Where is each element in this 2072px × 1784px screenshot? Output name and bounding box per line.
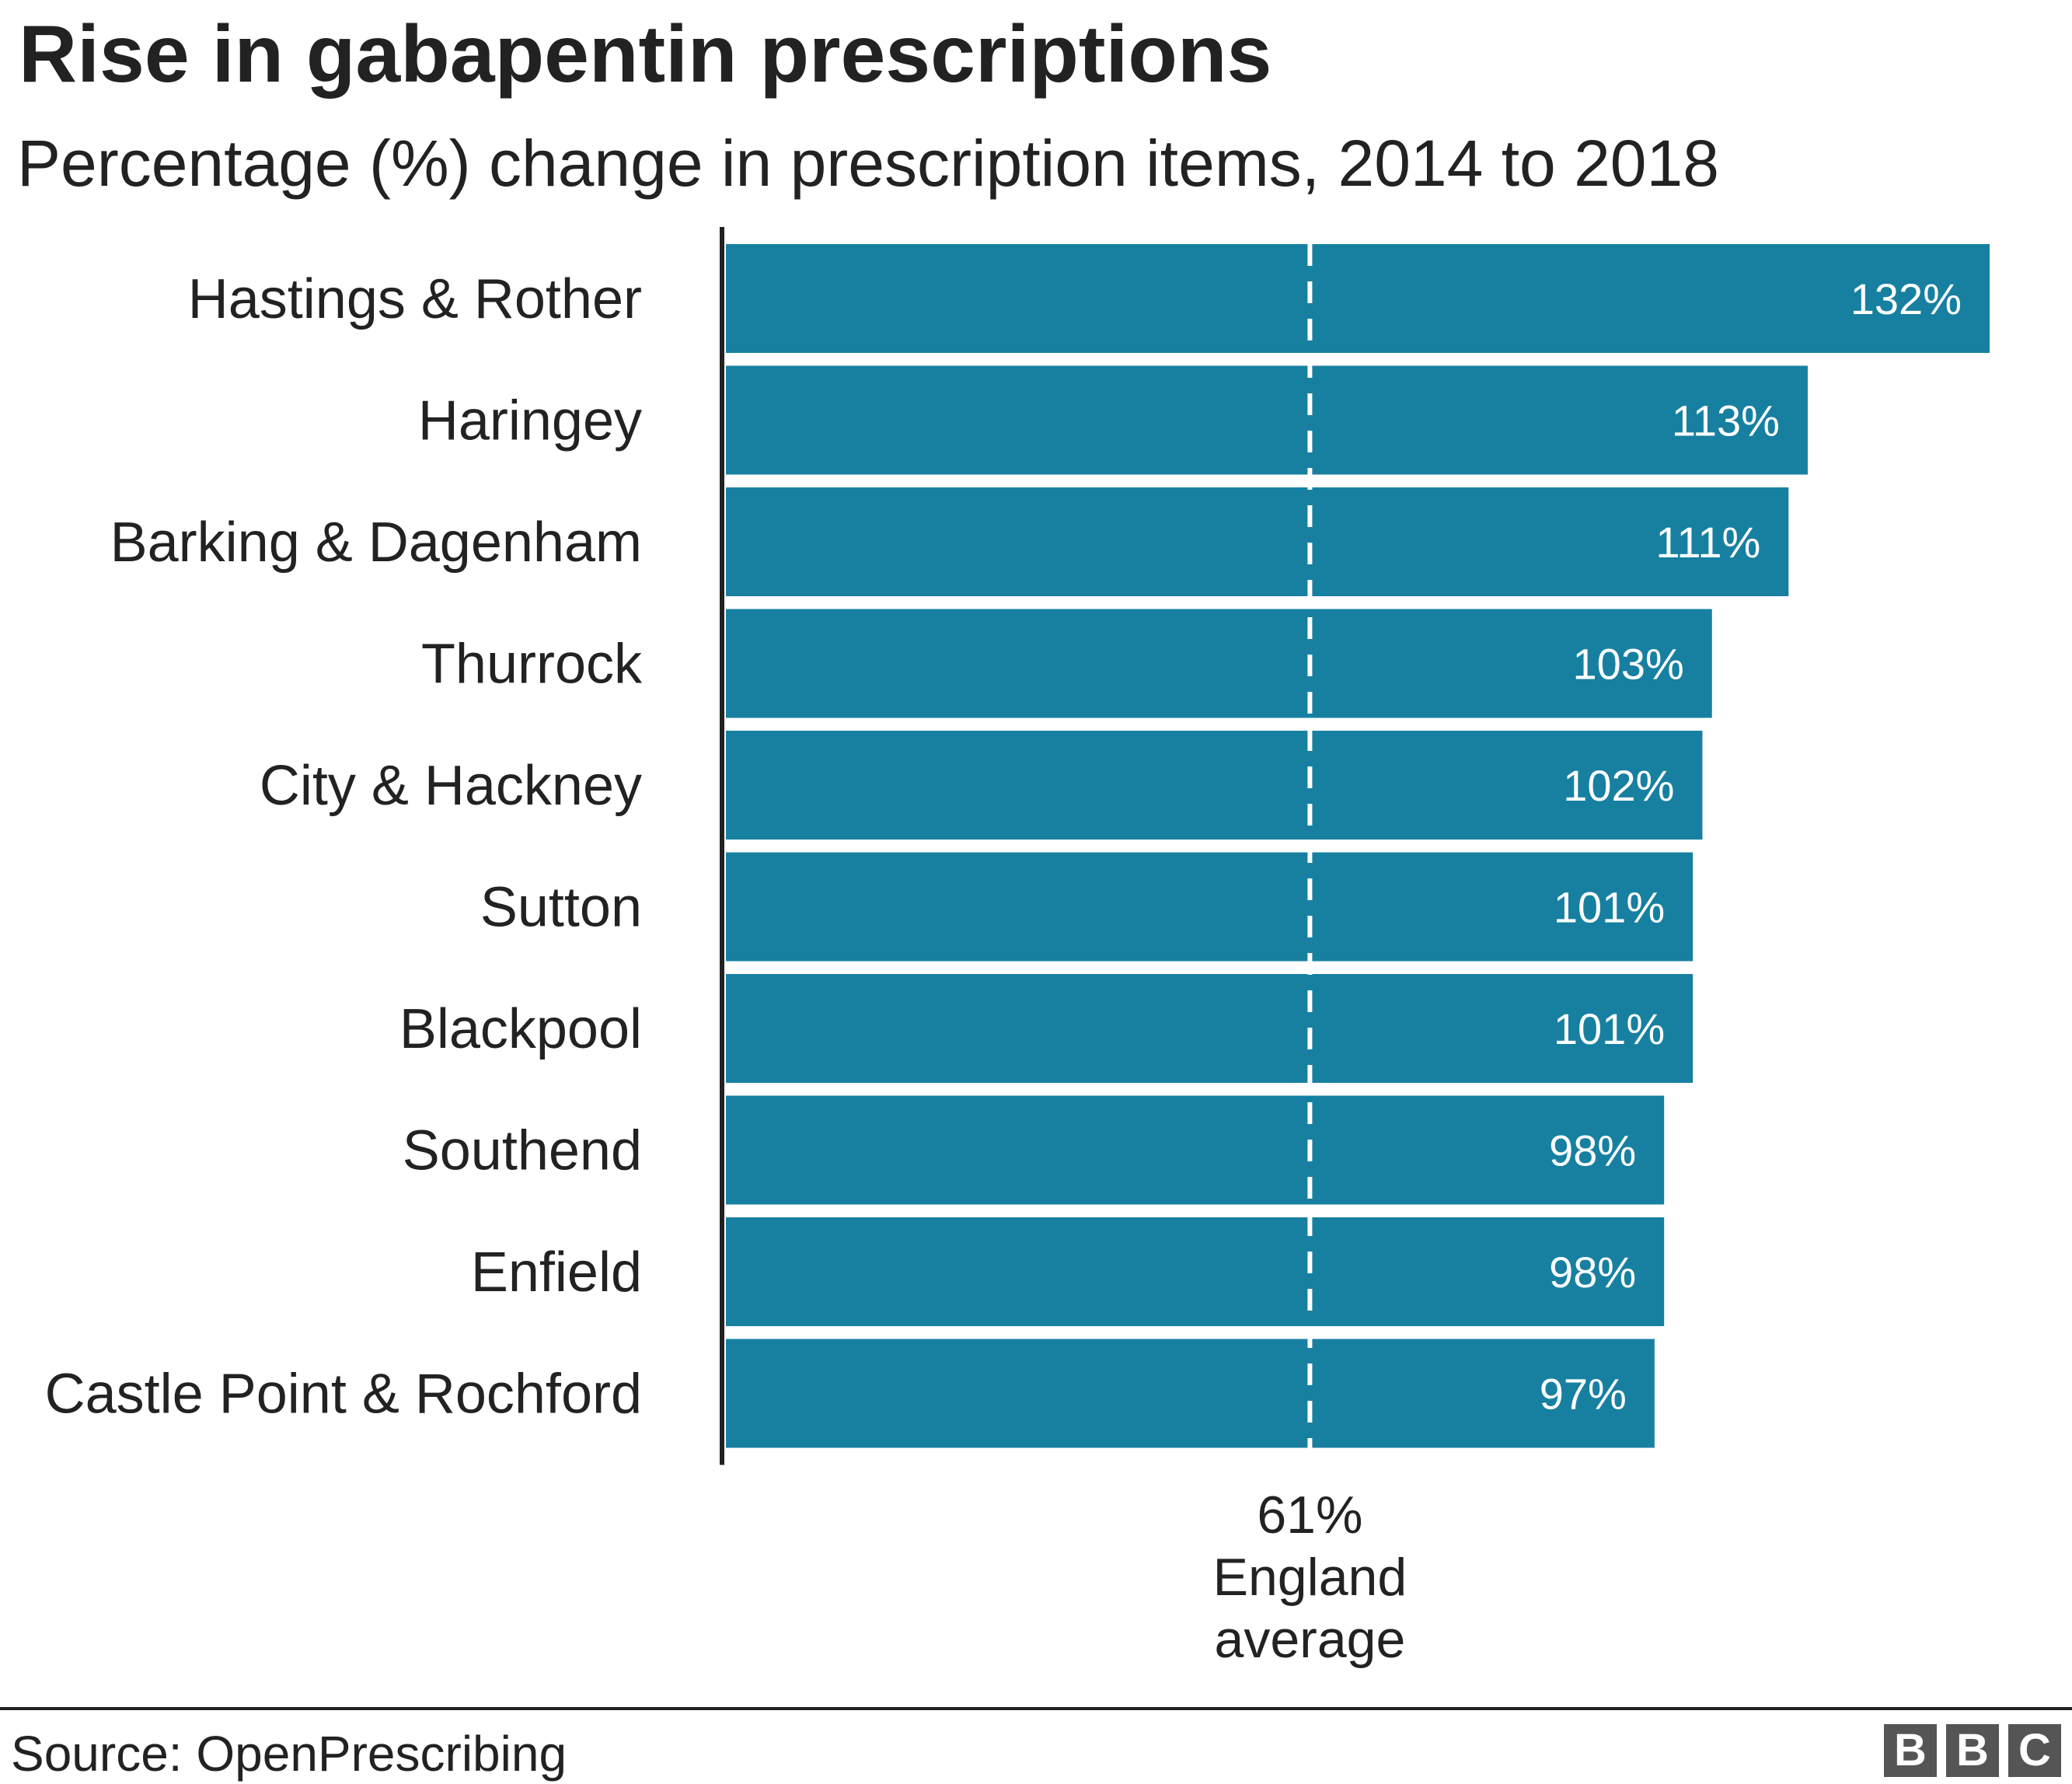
reference-label: 61% England average bbox=[1213, 1486, 1407, 1669]
data-label: 102% bbox=[1563, 761, 1674, 810]
chart-subtitle: Percentage (%) change in prescription it… bbox=[17, 127, 1719, 200]
data-label: 97% bbox=[1540, 1370, 1627, 1419]
bar bbox=[726, 731, 1703, 840]
bar bbox=[726, 609, 1712, 718]
footer-divider bbox=[0, 1707, 2072, 1710]
bar bbox=[726, 1095, 1665, 1205]
data-label: 101% bbox=[1554, 883, 1665, 932]
chart-title: Rise in gabapentin prescriptions bbox=[19, 9, 1272, 99]
bar-chart: Hastings & Rother Haringey Barking & Dagen… bbox=[45, 227, 1990, 1669]
bar bbox=[726, 852, 1694, 962]
reference-label-line: England bbox=[1213, 1548, 1407, 1607]
data-label: 98% bbox=[1549, 1248, 1636, 1297]
bar bbox=[726, 365, 1808, 475]
bbc-logo: B B C bbox=[1884, 1724, 2061, 1777]
data-label: 132% bbox=[1850, 274, 1962, 323]
reference-label-line: 61% bbox=[1257, 1486, 1362, 1545]
data-label: 113% bbox=[1672, 396, 1780, 445]
category-labels: Hastings & Rother Haringey Barking & Dagen… bbox=[45, 268, 643, 1426]
data-label: 103% bbox=[1573, 640, 1684, 689]
logo-letter: B bbox=[1946, 1724, 1999, 1777]
category-label: Blackpool bbox=[399, 998, 642, 1060]
logo-letter: B bbox=[1884, 1724, 1937, 1777]
logo-letter: C bbox=[2008, 1724, 2061, 1777]
category-label: Castle Point & Rochford bbox=[45, 1363, 642, 1426]
category-label: Sutton bbox=[480, 877, 642, 939]
bar bbox=[726, 974, 1694, 1083]
value-labels: 132% 113% 111% 103% 102% 101% 101% 98% 98% 97% bbox=[1540, 274, 1962, 1419]
category-label: City & Hackney bbox=[260, 755, 642, 817]
bar bbox=[726, 244, 1990, 353]
bar bbox=[726, 487, 1789, 596]
category-label: Barking & Dagenham bbox=[110, 511, 642, 574]
data-label: 111% bbox=[1655, 518, 1760, 567]
bar bbox=[726, 1217, 1665, 1326]
data-label: 98% bbox=[1549, 1126, 1636, 1175]
category-label: Enfield bbox=[471, 1241, 642, 1304]
bars-group bbox=[726, 244, 1990, 1448]
category-label: Haringey bbox=[418, 390, 642, 452]
bar bbox=[726, 1339, 1655, 1448]
category-label: Thurrock bbox=[421, 634, 643, 696]
category-label: Hastings & Rother bbox=[188, 268, 642, 330]
data-label: 101% bbox=[1554, 1004, 1665, 1053]
source-note: Source: OpenPrescribing bbox=[11, 1726, 567, 1782]
category-label: Southend bbox=[403, 1120, 642, 1182]
reference-label-line: average bbox=[1215, 1610, 1406, 1669]
